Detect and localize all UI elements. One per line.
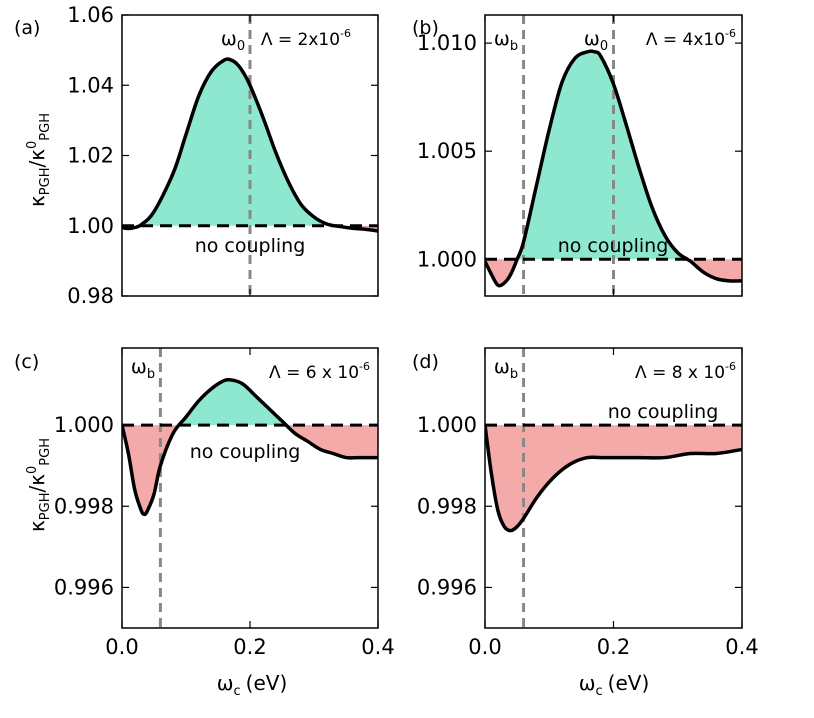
lambda-label: Λ = 8 x 10-6 bbox=[635, 360, 736, 383]
no-coupling-label: no coupling bbox=[190, 441, 301, 463]
no-coupling-label: no coupling bbox=[558, 235, 669, 257]
positive-fill bbox=[517, 51, 688, 260]
vline-label-omega-0: ω0 bbox=[584, 28, 608, 54]
y-tick-label: 1.005 bbox=[417, 139, 477, 163]
plot-area bbox=[485, 15, 742, 296]
lambda-label: Λ = 6 x 10-6 bbox=[269, 360, 370, 383]
vline-label-omega-b: ωb bbox=[494, 28, 518, 54]
y-tick-label: 1.000 bbox=[54, 413, 114, 437]
panels: 0.98 1.00 1.02 1.04 1.06 (a) Λ = 2x10-6 no coup… bbox=[14, 3, 759, 659]
panel-letter: (b) bbox=[412, 17, 439, 39]
x-tick-label: 0.4 bbox=[725, 635, 758, 659]
y-tick-label: 0.996 bbox=[417, 575, 477, 599]
panel-letter: (c) bbox=[14, 351, 39, 373]
negative-fill bbox=[122, 425, 378, 515]
panel-a: 0.98 1.00 1.02 1.04 1.06 (a) Λ = 2x10-6 no coup… bbox=[14, 3, 379, 308]
y-tick-label: 1.00 bbox=[67, 214, 114, 238]
plot-area bbox=[485, 348, 742, 628]
x-axis-label-left: ωc (eV) bbox=[217, 671, 288, 699]
curve bbox=[122, 377, 378, 517]
x-tick-label: 0.4 bbox=[361, 635, 394, 659]
no-coupling-label: no coupling bbox=[608, 401, 719, 423]
positive-fill bbox=[122, 379, 378, 426]
curve bbox=[485, 49, 742, 288]
curve bbox=[122, 57, 378, 233]
panel-b: 1.000 1.005 1.010(b) Λ = 4x10-6 no coupling ω… bbox=[412, 14, 743, 297]
x-tick-label: 0.0 bbox=[468, 635, 501, 659]
x-tick-label: 0.2 bbox=[597, 635, 630, 659]
x-tick-label: 0.0 bbox=[105, 635, 138, 659]
plot-area bbox=[122, 15, 378, 296]
vline-label-omega-b: ωb bbox=[131, 356, 155, 382]
y-axis-label-top: κPGH/κ0PGH bbox=[25, 113, 53, 207]
vline-label-omega-0: ω0 bbox=[221, 28, 245, 54]
lambda-label: Λ = 2x10-6 bbox=[261, 27, 351, 50]
x-tick-label: 0.2 bbox=[233, 635, 266, 659]
y-tick-label: 1.000 bbox=[417, 247, 477, 271]
panel-d: 0.996 0.998 1.000 0.0 0.2 0.4 (d) Λ = 8 x 10-6 n… bbox=[412, 347, 759, 659]
no-coupling-label: no coupling bbox=[195, 235, 306, 257]
y-tick-label: 1.06 bbox=[67, 3, 114, 27]
negative-fill bbox=[485, 259, 742, 286]
y-tick-label: 1.010 bbox=[417, 31, 477, 55]
y-tick-label: 0.996 bbox=[54, 575, 114, 599]
curve bbox=[485, 424, 742, 533]
plot-area bbox=[122, 348, 378, 628]
x-axis-label-right: ωc (eV) bbox=[579, 671, 650, 699]
lambda-label: Λ = 4x10-6 bbox=[646, 27, 736, 50]
y-axis-label-bottom: κPGH/κ0PGH bbox=[25, 438, 53, 532]
panel-c: 0.996 0.998 1.000 0.0 0.2 0.4 (c) Λ = 6 x 10-6 n… bbox=[14, 347, 395, 659]
panel-letter: (a) bbox=[14, 17, 40, 39]
panel-letter: (d) bbox=[412, 351, 439, 373]
y-tick-label: 0.998 bbox=[417, 494, 477, 518]
y-tick-label: 0.98 bbox=[67, 284, 114, 308]
y-tick-label: 1.02 bbox=[67, 144, 114, 168]
y-tick-label: 1.000 bbox=[417, 413, 477, 437]
vline-label-omega-b: ωb bbox=[494, 356, 518, 382]
y-tick-label: 1.04 bbox=[67, 73, 114, 97]
y-tick-label: 0.998 bbox=[54, 494, 114, 518]
negative-fill bbox=[485, 425, 742, 531]
